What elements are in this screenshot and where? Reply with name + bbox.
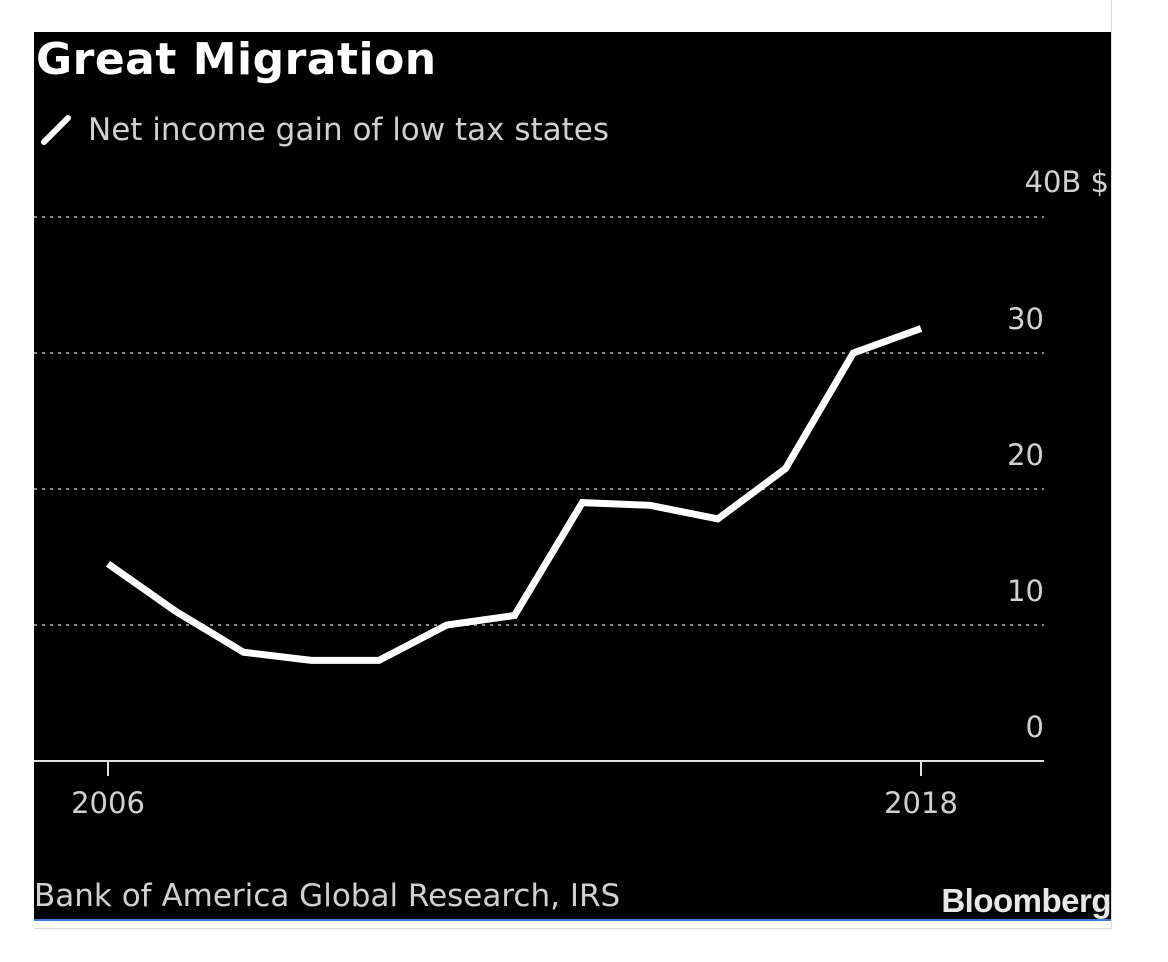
- chart-title: Great Migration: [36, 34, 437, 85]
- x-tick-label: 2018: [884, 786, 958, 820]
- x-tick-label: 2006: [71, 786, 145, 820]
- legend-label: Net income gain of low tax states: [88, 112, 610, 148]
- bottom-rule: [34, 919, 1111, 921]
- chart-panel: Great Migration Net income gain of low t…: [34, 32, 1111, 921]
- bloomberg-logo: Bloomberg: [941, 882, 1111, 919]
- series-line: [105, 325, 923, 664]
- y-tick-label: 20: [1007, 438, 1044, 472]
- line-chart: 0 10 20 30 2006 2018: [34, 216, 1044, 820]
- legend-line-swatch: [41, 115, 71, 145]
- y-axis-top-label: 40B $: [1024, 165, 1109, 199]
- y-tick-label: 0: [1026, 710, 1044, 744]
- y-tick-label: 10: [1007, 574, 1044, 608]
- chart-legend: Net income gain of low tax states: [38, 110, 609, 150]
- source-note: Bank of America Global Research, IRS: [34, 878, 621, 914]
- y-tick-label: 30: [1007, 302, 1044, 336]
